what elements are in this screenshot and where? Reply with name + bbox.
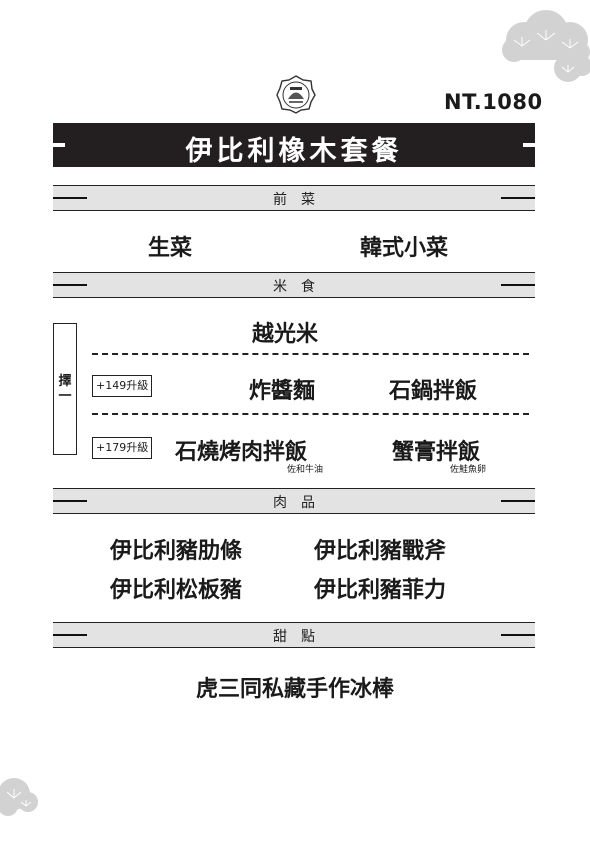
dish-note: 佐和牛油	[287, 465, 324, 475]
meat-item: 伊比利豬肋條	[110, 539, 243, 564]
section-header-meat: 肉品	[53, 488, 535, 514]
choose-one-box: 擇一	[53, 323, 77, 455]
title-bar-right-tick	[523, 143, 535, 147]
section-label: 甜點	[273, 629, 329, 645]
rice-option-item: 炸醬麵	[249, 379, 316, 404]
upgrade-badge: +149升級	[92, 375, 153, 397]
rice-option-item: 石鍋拌飯	[389, 379, 478, 404]
choose-one-label: 擇一	[58, 374, 72, 404]
set-title: 伊比利橡木套餐	[185, 136, 403, 167]
rice-option-item: 蟹膏拌飯	[392, 440, 481, 465]
cloud-icon-bottom-left	[0, 778, 38, 816]
section-header-dessert: 甜點	[53, 622, 535, 648]
rice-option-item: 石燒烤肉拌飯	[175, 440, 308, 465]
appetizer-item: 韓式小菜	[360, 236, 449, 261]
meat-item: 伊比利松板豬	[110, 578, 243, 603]
section-label: 前菜	[273, 192, 329, 208]
rice-default-item: 越光米	[252, 322, 319, 347]
dessert-item: 虎三同私藏手作冰棒	[195, 677, 394, 702]
dish-note: 佐鮭魚卵	[450, 465, 487, 475]
title-bar-left-tick	[53, 143, 65, 147]
set-title-bar: 伊比利橡木套餐	[53, 123, 535, 167]
upgrade-badge: +179升級	[92, 437, 153, 459]
section-header-appetizer: 前菜	[53, 185, 535, 211]
meat-item: 伊比利豬戰斧	[314, 539, 447, 564]
appetizer-item: 生菜	[148, 236, 193, 261]
dashed-divider	[92, 353, 529, 355]
meat-item: 伊比利豬菲力	[314, 578, 447, 603]
section-header-rice: 米食	[53, 272, 535, 298]
logo-icon	[276, 75, 316, 114]
cloud-icon-top-right	[502, 10, 590, 82]
section-label: 米食	[273, 279, 329, 295]
dashed-divider	[92, 413, 529, 415]
set-price: NT.1080	[444, 90, 543, 114]
section-label: 肉品	[273, 495, 329, 511]
